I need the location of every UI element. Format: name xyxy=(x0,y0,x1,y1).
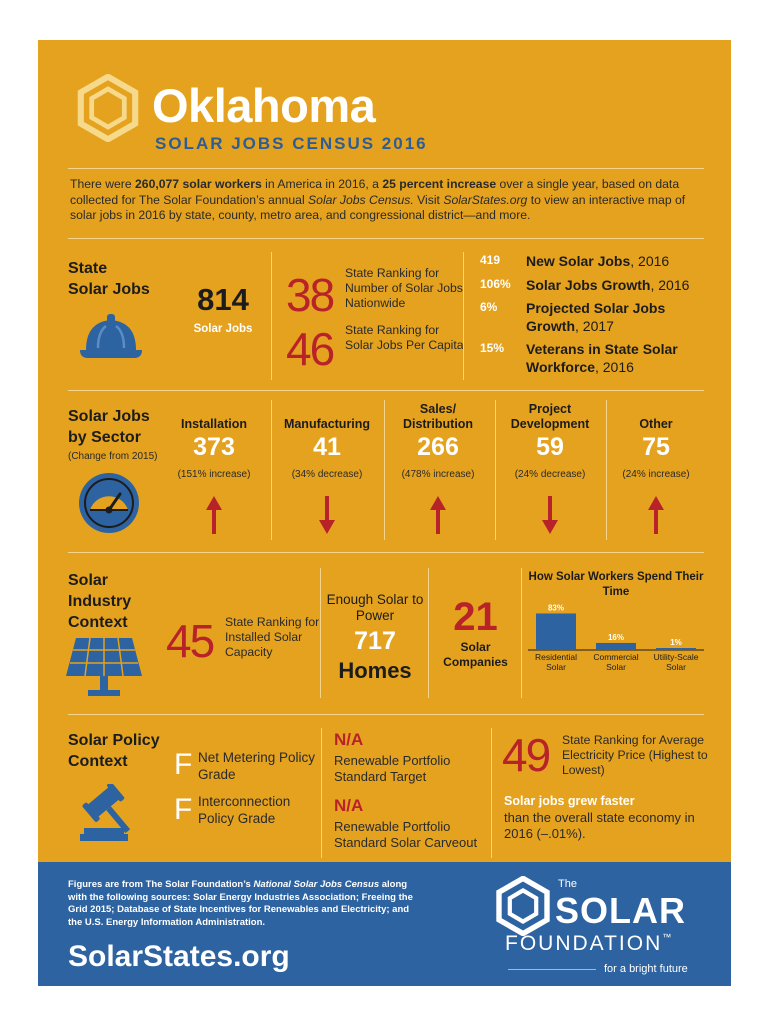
section-title-sectors: Solar Jobs by Sector xyxy=(68,408,150,446)
divider xyxy=(521,568,522,698)
rps-target-value: N/A xyxy=(334,730,364,749)
divider xyxy=(463,252,464,380)
jobs-grew-faster-heading: Solar jobs grew faster xyxy=(504,794,635,808)
org-tagline: for a bright future xyxy=(604,963,688,975)
sources-note: Figures are from The Solar Foundation’s … xyxy=(68,879,413,928)
per-capita-rank-text: State Ranking for Solar Jobs Per Capita xyxy=(345,323,464,352)
net-metering-grade: F xyxy=(174,748,193,781)
hexagon-logo-icon xyxy=(77,74,139,142)
divider xyxy=(428,568,429,698)
chart-bar xyxy=(656,648,696,650)
electricity-price-rank-number: 49 xyxy=(502,729,551,781)
national-rank-text: State Ranking for Number of Solar Jobs N… xyxy=(345,266,463,310)
gavel-icon xyxy=(80,784,131,841)
gauge-icon xyxy=(79,473,139,533)
homes-intro-text: Enough Solar to Power xyxy=(326,592,424,623)
intro-paragraph: There were 260,077 solar workers in Amer… xyxy=(70,177,686,222)
divider xyxy=(68,168,704,169)
chart-title: How Solar Workers Spend Their Time xyxy=(528,571,704,598)
hard-hat-icon xyxy=(80,314,142,358)
national-rank-number: 38 xyxy=(286,269,335,321)
capacity-rank-text: State Ranking for Installed Solar Capaci… xyxy=(225,615,320,659)
org-name-solar: SOLAR xyxy=(555,890,686,931)
solar-panel-icon xyxy=(66,638,142,696)
divider xyxy=(320,568,321,698)
per-capita-rank-number: 46 xyxy=(286,323,335,375)
companies-label: Solar Companies xyxy=(443,640,508,669)
divider xyxy=(606,400,607,540)
sector-other: Other 75 (24% increase) xyxy=(601,400,711,534)
infographic-sheet: Oklahoma SOLAR JOBS CENSUS 2016 There we… xyxy=(38,40,731,986)
capacity-rank-number: 45 xyxy=(166,615,215,667)
divider xyxy=(68,390,704,391)
divider xyxy=(68,714,704,715)
org-name-the: The xyxy=(558,878,577,890)
workers-time-bar-chart: 83%ResidentialSolar16%CommercialSolar1%U… xyxy=(528,603,704,672)
chart-bar xyxy=(536,613,576,650)
sector-installation: Installation 373 (151% increase) xyxy=(159,400,269,534)
interconnection-text: Interconnection Policy Grade xyxy=(198,794,291,826)
solar-jobs-label: Solar Jobs xyxy=(193,323,253,335)
solar-jobs-count: 814 xyxy=(197,282,249,317)
arrow-down-icon xyxy=(542,496,558,534)
rps-target-text: Renewable Portfolio Standard Target xyxy=(334,753,451,784)
solar-foundation-logo-icon xyxy=(496,876,550,936)
section-subtitle-change: (Change from 2015) xyxy=(68,451,158,462)
divider xyxy=(384,400,385,540)
chart-category-label: Solar xyxy=(546,662,566,672)
divider xyxy=(68,238,704,239)
divider xyxy=(495,400,496,540)
divider xyxy=(271,400,272,540)
chart-category-label: Solar xyxy=(606,662,626,672)
chart-data-label: 1% xyxy=(670,638,682,647)
homes-label: Homes xyxy=(338,658,412,683)
section-title-state-jobs: State Solar Jobs xyxy=(68,260,150,298)
divider xyxy=(491,728,492,858)
chart-data-label: 16% xyxy=(608,633,624,642)
chart-category-label: Solar xyxy=(666,662,686,672)
footer: Figures are from The Solar Foundation’s … xyxy=(38,862,731,986)
sector-manufacturing: Manufacturing 41 (34% decrease) xyxy=(272,400,382,534)
website-link[interactable]: SolarStates.org xyxy=(68,940,290,973)
arrow-down-icon xyxy=(319,496,335,534)
chart-data-label: 83% xyxy=(548,603,564,612)
sector-sales-distribution: Sales/ Distribution 266 (478% increase) xyxy=(383,400,493,534)
chart-category-label: Utility-Scale xyxy=(654,652,699,662)
divider xyxy=(68,552,704,553)
arrow-up-icon xyxy=(648,496,664,534)
arrow-up-icon xyxy=(430,496,446,534)
page-title: Oklahoma xyxy=(152,79,376,132)
page-subtitle: SOLAR JOBS CENSUS 2016 xyxy=(155,134,428,153)
divider xyxy=(508,969,596,970)
rps-carveout-text: Renewable Portfolio Standard Solar Carve… xyxy=(334,819,478,850)
rps-carveout-value: N/A xyxy=(334,796,364,815)
chart-category-label: Residential xyxy=(535,652,577,662)
chart-category-label: Commercial xyxy=(593,652,638,662)
divider xyxy=(271,252,272,380)
divider xyxy=(321,728,322,858)
companies-count: 21 xyxy=(453,595,498,639)
jobs-grew-faster-text: than the overall state economy in 2016 (… xyxy=(504,810,695,841)
section-title-industry: Solar Industry Context xyxy=(68,572,132,631)
electricity-price-rank-text: State Ranking for Average Electricity Pr… xyxy=(562,733,708,777)
interconnection-grade: F xyxy=(174,793,193,826)
arrow-up-icon xyxy=(206,496,222,534)
org-name-foundation: FOUNDATION™ xyxy=(505,932,674,955)
sector-project-development: Project Development 59 (24% decrease) xyxy=(495,400,605,534)
section-title-policy: Solar Policy Context xyxy=(68,732,160,770)
homes-count: 717 xyxy=(354,627,396,655)
net-metering-text: Net Metering Policy Grade xyxy=(198,750,316,782)
chart-bar xyxy=(596,642,636,650)
